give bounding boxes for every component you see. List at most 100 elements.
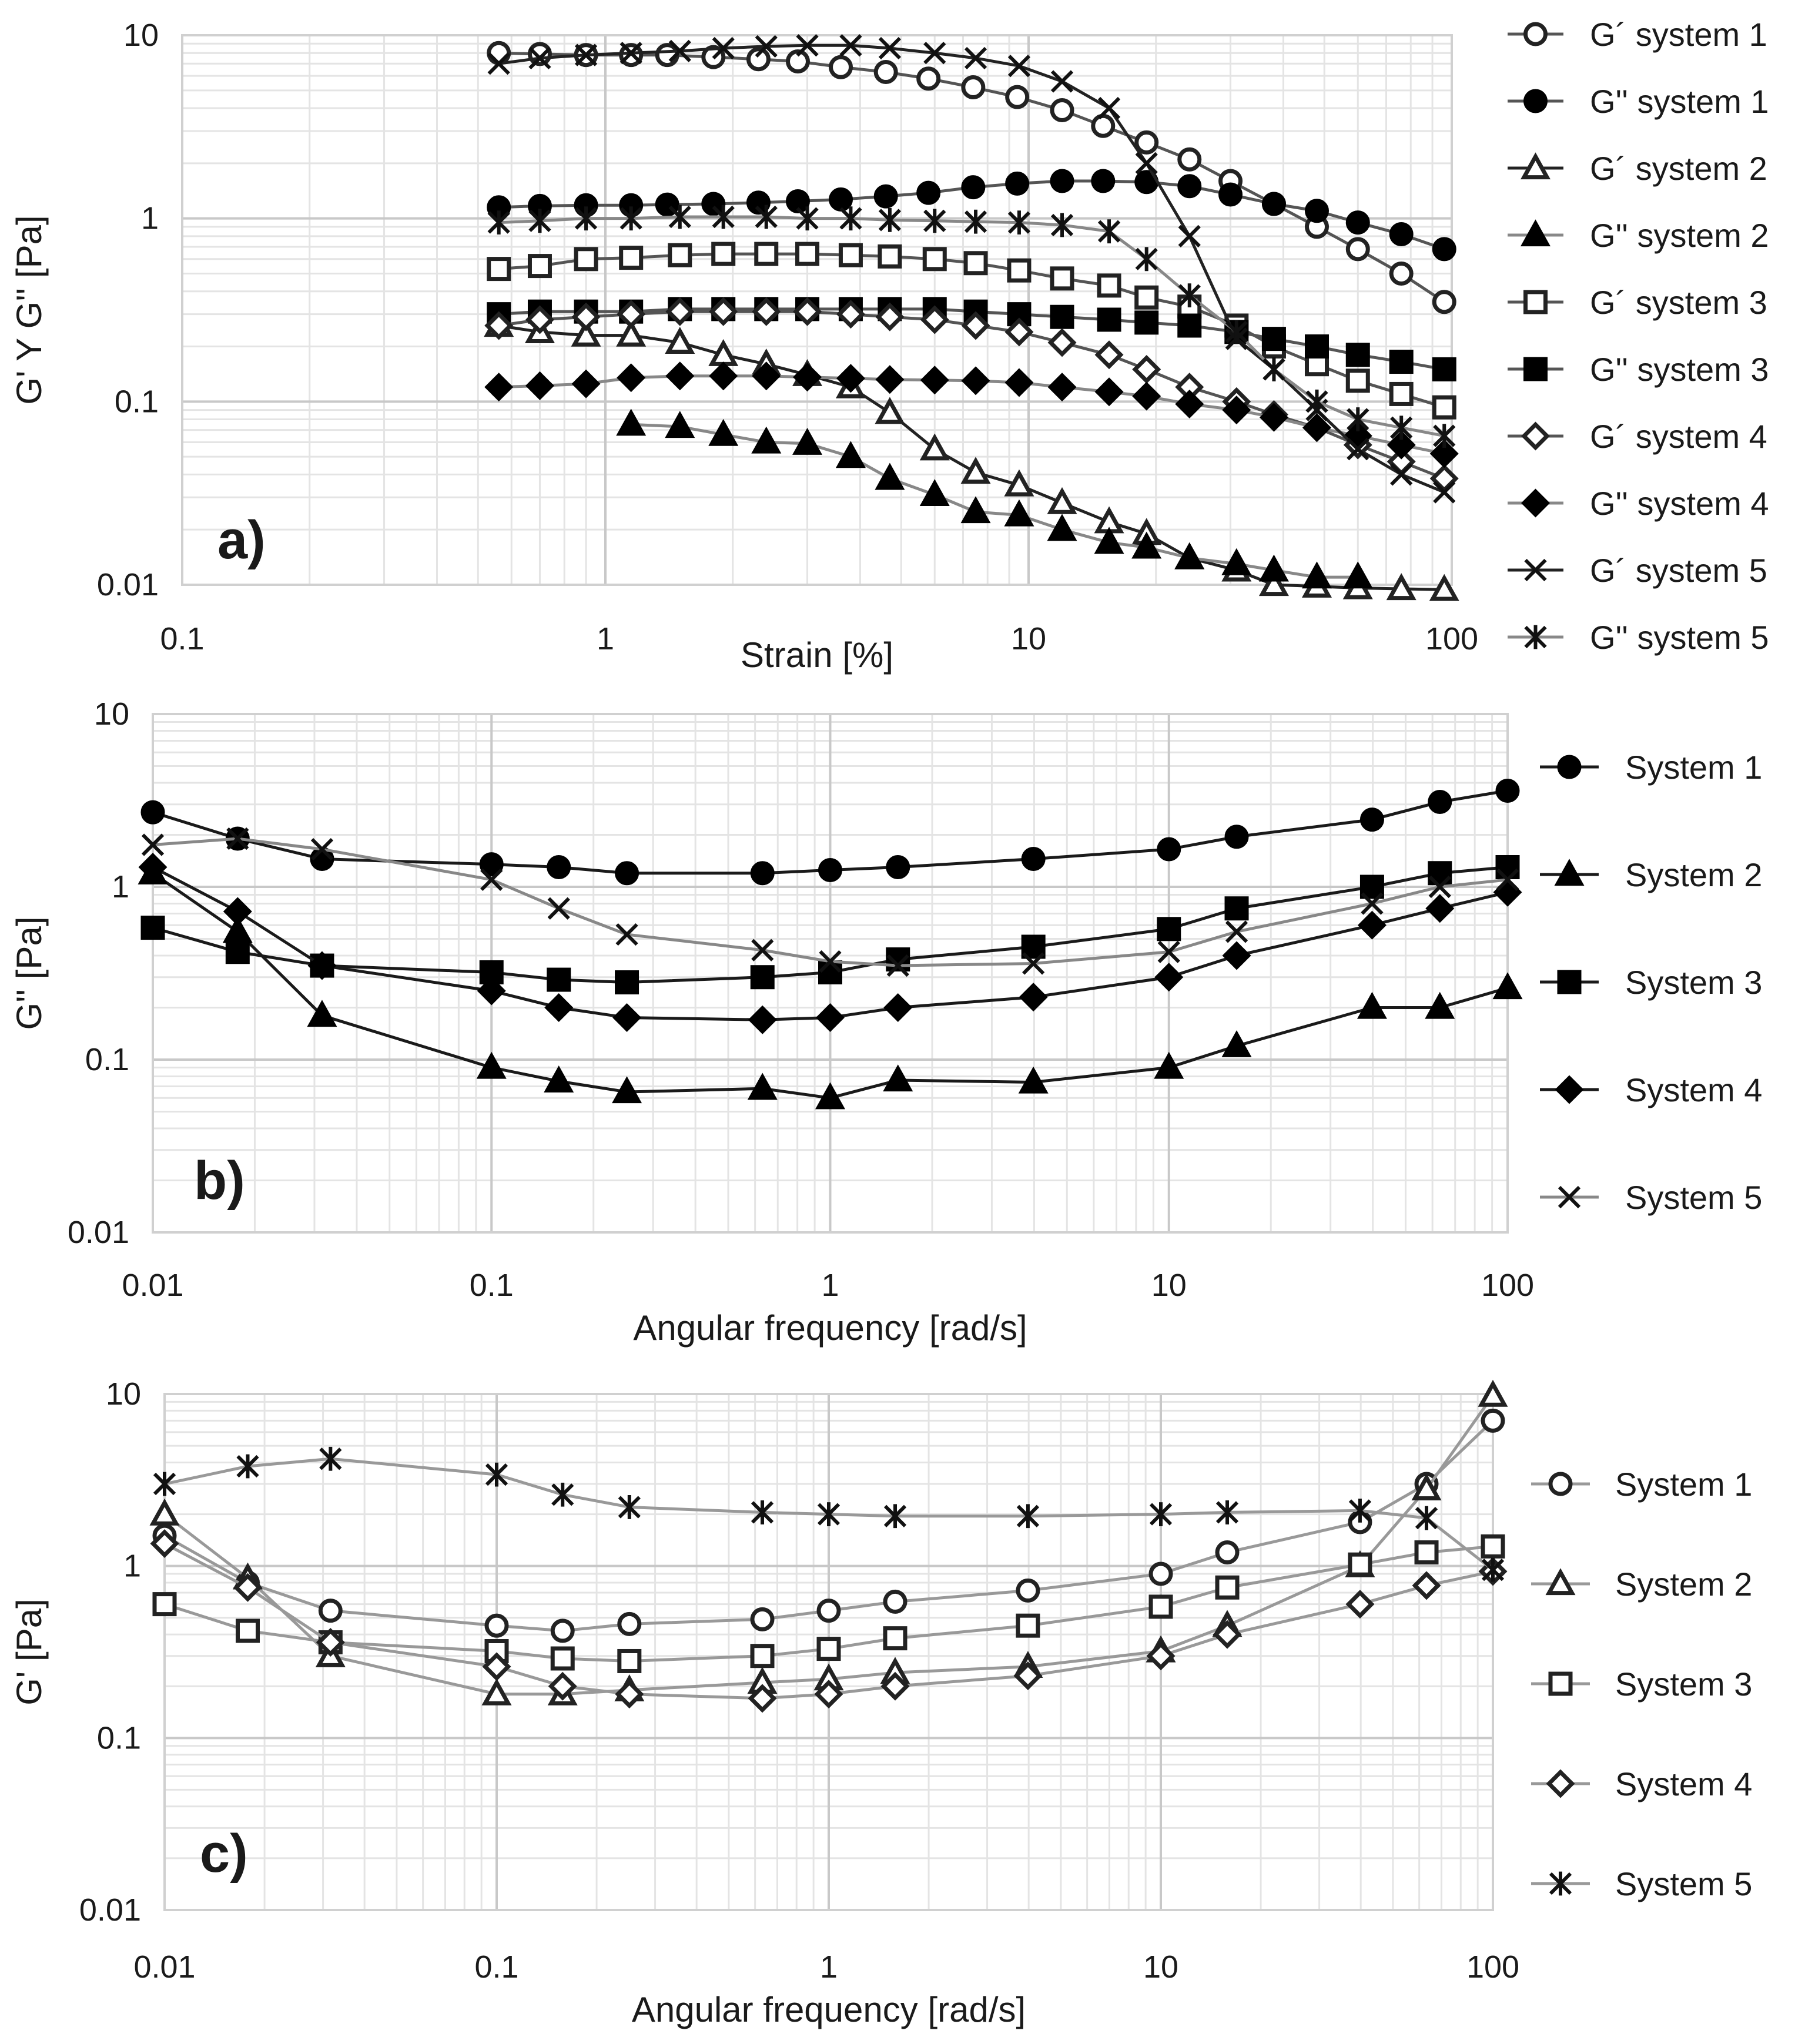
series-g-system-2 <box>616 408 1373 589</box>
data-point <box>748 1005 777 1034</box>
data-point <box>829 55 853 79</box>
data-point <box>839 34 862 57</box>
data-point <box>1221 548 1252 575</box>
data-point <box>617 300 646 329</box>
data-point <box>701 192 726 216</box>
data-point <box>1004 469 1034 497</box>
x-tick-label: 0.01 <box>122 1268 183 1303</box>
panel-label: a) <box>217 510 266 570</box>
data-point <box>1221 1030 1252 1057</box>
data-point <box>484 1613 509 1638</box>
legend-marker <box>1521 488 1550 518</box>
y-axis-label: G' [Pa] <box>9 1599 49 1705</box>
data-point <box>487 52 510 75</box>
data-point <box>1304 199 1329 223</box>
data-point <box>1134 285 1159 310</box>
data-point <box>746 190 771 215</box>
data-point <box>1348 1552 1372 1577</box>
data-point <box>960 457 991 484</box>
y-tick-label: 10 <box>123 18 159 53</box>
data-point <box>1432 290 1456 314</box>
data-point <box>236 1454 259 1479</box>
data-point <box>1022 952 1045 975</box>
legend-marker <box>1524 625 1547 649</box>
data-point <box>668 243 692 267</box>
data-point <box>923 209 946 233</box>
data-point <box>751 939 774 961</box>
data-point <box>1004 368 1034 397</box>
data-point <box>225 940 250 964</box>
data-point <box>547 855 571 880</box>
data-point <box>1433 424 1456 448</box>
legend-marker <box>1548 1472 1573 1496</box>
data-point <box>1134 130 1159 155</box>
data-point <box>1016 1504 1040 1529</box>
data-point <box>544 993 574 1022</box>
data-point <box>487 210 510 235</box>
data-point <box>318 1599 343 1623</box>
data-point <box>527 42 552 66</box>
data-point <box>476 1051 507 1079</box>
data-point <box>528 46 551 70</box>
data-point <box>919 433 950 461</box>
data-point <box>1177 174 1202 199</box>
legend-entry-g-system-1: G'' system 1 <box>1508 83 1769 120</box>
legend-label: System 3 <box>1625 964 1762 1001</box>
legend-marker <box>1555 1075 1584 1104</box>
legend-marker <box>1521 421 1550 451</box>
series-g-system-1 <box>487 41 1456 314</box>
data-point <box>1178 224 1201 247</box>
data-point <box>883 1589 907 1614</box>
data-point <box>886 954 909 977</box>
legend-label: System 4 <box>1615 1765 1752 1802</box>
data-point <box>615 970 639 995</box>
data-point <box>751 1500 774 1524</box>
data-point <box>1050 213 1074 237</box>
legend-label: G´ system 5 <box>1590 552 1767 589</box>
legend-entry-g-system-5: G´ system 5 <box>1508 552 1767 589</box>
series-system-5 <box>141 827 1519 977</box>
data-point <box>1224 825 1249 849</box>
data-point <box>615 861 639 886</box>
data-point <box>1005 171 1030 196</box>
data-point <box>1361 892 1384 915</box>
data-point <box>571 302 601 331</box>
y-tick-label: 1 <box>123 1549 141 1584</box>
data-point <box>819 950 842 973</box>
data-point <box>1007 210 1031 235</box>
data-point <box>1094 377 1124 407</box>
data-point <box>1174 542 1205 569</box>
panel-b: 0.01 0.1 1 10 100 0.01 0.1 1 10 Angular frequency… <box>9 696 1762 1348</box>
data-point <box>883 1064 913 1092</box>
data-point <box>750 1607 775 1631</box>
series-g-system-5 <box>487 205 1456 448</box>
data-point <box>875 463 905 490</box>
data-point <box>1348 1498 1372 1523</box>
data-point <box>1215 1540 1240 1564</box>
data-point <box>916 180 941 205</box>
data-point <box>140 916 165 940</box>
data-point <box>619 206 642 231</box>
legend-label: G'' system 1 <box>1590 83 1769 120</box>
data-point <box>964 46 987 70</box>
data-point <box>1097 96 1121 120</box>
data-point <box>477 976 506 1006</box>
data-point <box>617 1648 642 1673</box>
data-point <box>816 1637 841 1661</box>
data-point <box>544 1065 574 1093</box>
data-point <box>814 1680 843 1709</box>
data-point <box>816 1599 841 1623</box>
data-point <box>920 366 949 395</box>
data-point <box>708 418 739 446</box>
data-point <box>754 242 779 266</box>
data-point <box>829 187 853 212</box>
data-point <box>668 39 691 62</box>
data-point <box>1390 463 1413 486</box>
data-point <box>1305 389 1328 414</box>
data-point <box>960 496 991 524</box>
data-point <box>484 373 514 402</box>
data-point <box>886 855 910 880</box>
x-tick-label: 10 <box>1011 621 1046 656</box>
data-point <box>1091 113 1116 138</box>
